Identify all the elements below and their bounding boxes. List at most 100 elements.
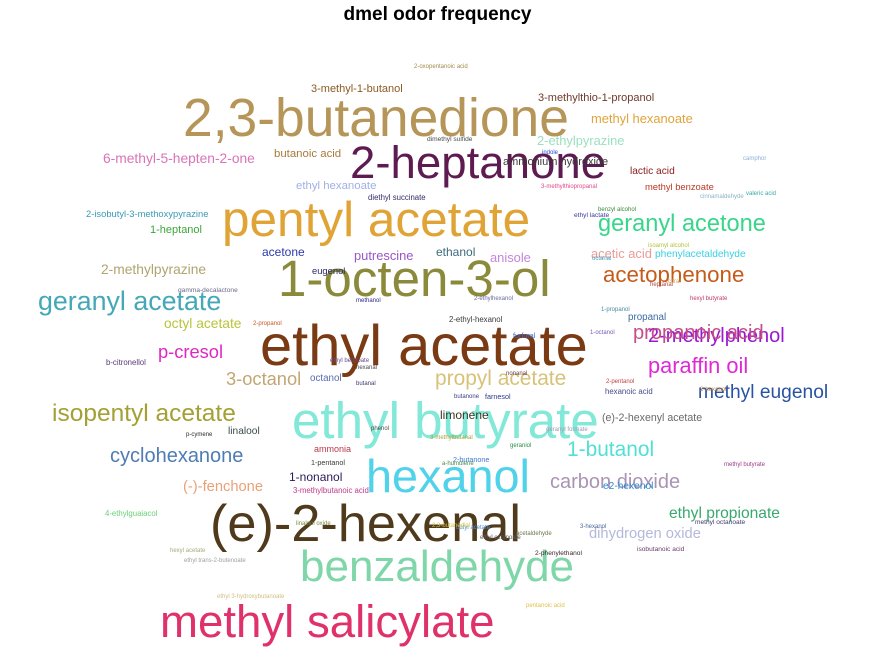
word-geranyl-acetate: geranyl acetate: [38, 286, 222, 316]
word-ammonia: ammonia: [314, 444, 352, 454]
word-putrescine: putrescine: [354, 248, 414, 263]
word-valeric-acid: valeric acid: [746, 191, 777, 197]
word-geranyl-acetone: geranyl acetone: [598, 211, 766, 237]
word-furfural: furfural: [513, 331, 536, 340]
word-acetophenone: acetophenone: [603, 262, 745, 287]
word-ethyl-trans-2-butenoate: ethyl trans-2-butenoate: [184, 558, 246, 564]
word-1-propanol: 1-propanol: [601, 307, 630, 313]
chart-title: dmel odor frequency: [343, 4, 532, 25]
word-2-3-butanediol: 2,3-butanediol: [432, 523, 471, 529]
word-acetone: acetone: [262, 245, 305, 259]
word-benzaldehyde: benzaldehyde: [300, 542, 575, 591]
word-methyl-eugenol: methyl eugenol: [698, 382, 829, 403]
word-hexanoic-acid: hexanoic acid: [605, 387, 653, 396]
word-2-heptanone: 2-heptanone: [350, 137, 607, 188]
word-propanoic-acid: propanoic acid: [633, 322, 764, 344]
word-2-butanone: 2-butanone: [453, 455, 490, 464]
word-2-methylphenol: 2-methylphenol: [648, 325, 785, 347]
word-pentyl-acetate: pentyl acetate: [222, 192, 531, 247]
word-camphor: camphor: [743, 156, 767, 162]
word-phenol: phenol: [371, 426, 390, 432]
word-e-2-hexenyl-acetate: (e)-2-hexenyl acetate: [602, 412, 703, 424]
word-2-oxopentanoic-acid: 2-oxopentanoic acid: [414, 64, 468, 70]
word-2-propanol: 2-propanol: [253, 321, 282, 327]
word-phenylacetaldehyde: phenylacetaldehyde: [655, 249, 746, 260]
word-gamma-decalactone: gamma-decalactone: [178, 287, 238, 294]
word-1-octanol: 1-octanol: [590, 330, 615, 336]
word-p-cresol: p-cresol: [158, 341, 224, 362]
word-methyl-salicylate: methyl salicylate: [160, 596, 495, 648]
word-methanol: methanol: [356, 298, 381, 304]
word-b-citronellol: b-citronellol: [106, 358, 146, 367]
word-geraniol: geraniol: [510, 443, 532, 449]
word-3-methylthio-1-propanol: 3-methylthio-1-propanol: [538, 92, 655, 104]
word-carbon-dioxide: carbon dioxide: [550, 471, 681, 493]
word-cinnamaldehyde: cinnamaldehyde: [700, 194, 744, 200]
word-3-methyl-1-butanol: 3-methyl-1-butanol: [311, 83, 403, 95]
word-acetaldehyde: acetaldehyde: [516, 531, 552, 537]
word-linalool: linalool: [228, 426, 260, 437]
word-methyl-hexanoate: methyl hexanoate: [591, 111, 693, 126]
word-hexanol: hexanol: [366, 450, 530, 502]
word-isopentyl-acetate: isopentyl acetate: [52, 400, 236, 427]
word-isoamyl-alcohol: isoamyl alcohol: [648, 243, 690, 249]
word-4-ethylguaiacol: 4-ethylguaiacol: [105, 509, 158, 518]
word-hexyl-butyrate: hexyl butyrate: [690, 296, 728, 302]
word-acetic-acid: acetic acid: [591, 246, 652, 261]
word-2-3-butanedione: 2,3-butanedione: [183, 89, 569, 148]
word-ethyl-octanoate: ethyl octanoate: [480, 535, 521, 541]
word-ethyl-lactate: ethyl lactate: [574, 212, 610, 219]
word-2-phenylethanol: 2-phenylethanol: [535, 550, 582, 557]
word-anisole: anisole: [490, 250, 531, 265]
word-octyl-acetate: octyl acetate: [164, 316, 242, 331]
word-ethyl-propionate: ethyl propionate: [669, 505, 780, 522]
word-e2-hexenol: e2-hexenol: [603, 481, 654, 492]
word-3-hexanol: 3-hexanol: [580, 524, 607, 530]
word-1-octen-3-ol: 1-octen-3-ol: [278, 250, 551, 307]
word-eugenol: eugenol: [312, 265, 346, 276]
word-1-butanol: 1-butanol: [567, 438, 655, 461]
word-heptanal: heptanal: [650, 282, 674, 288]
word-butanone: butanone: [454, 394, 480, 400]
word-ethanol: ethanol: [436, 245, 476, 259]
word-hexanal: hexanal: [356, 365, 378, 371]
word-isobutanoic-acid: isobutanoic acid: [637, 546, 685, 553]
word-e-2-hexenal: (e)-2-hexenal: [210, 495, 522, 553]
word-linalool-oxide: linalool oxide: [296, 521, 331, 527]
word-3-methylbutanoic-acid: 3-methylbutanoic acid: [293, 486, 369, 495]
word-3-octanol: 3-octanol: [226, 368, 302, 389]
word-methyl-benzoate: methyl benzoate: [645, 181, 714, 192]
word-1-pentanol: 1-pentanol: [311, 458, 345, 467]
word-butyl-acetate: butyl acetate: [456, 525, 491, 531]
word-limonene: limonene: [440, 408, 489, 422]
word-benzyl-alcohol: benzyl alcohol: [598, 207, 637, 213]
word-citral: citral: [668, 279, 681, 285]
word-propanal: propanal: [628, 312, 667, 323]
word-2-isobutyl-3-methoxypyrazine: 2-isobutyl-3-methoxypyrazine: [86, 208, 209, 219]
word-dihydrogen-oxide: dihydrogen oxide: [589, 526, 701, 542]
word-octanol: octanol: [310, 373, 342, 384]
word-6-methyl-5-hepten-2-one: 6-methyl-5-hepten-2-one: [103, 151, 255, 166]
word-ethyl-hexanoate: ethyl hexanoate: [296, 180, 377, 192]
word-lactic-acid: lactic acid: [630, 166, 675, 177]
word-2-methylpyrazine: 2-methylpyrazine: [101, 262, 207, 277]
word-ethyl-benzoate: ethyl benzoate: [330, 358, 370, 364]
word-1-nonanol: 1-nonanol: [289, 470, 343, 484]
word-ethyl-butyrate: ethyl butyrate: [292, 392, 599, 449]
word-paraffin-oil: paraffin oil: [648, 353, 749, 378]
word-ethyl-acetate: ethyl acetate: [260, 314, 588, 378]
word-cyclohexanone: cyclohexanone: [110, 445, 244, 467]
word-nonanal: nonanal: [506, 371, 528, 377]
word-2-ethylhexanol: 2-ethylhexanol: [474, 296, 514, 302]
word-methyl-octanoate: methyl octanoate: [695, 519, 746, 526]
word-ammonium-hydroxide: ammonium hydroxide: [503, 156, 609, 168]
word-geranyl-formate: geranyl formate: [546, 427, 588, 433]
word-farnesol: farnesol: [485, 392, 511, 401]
word-a-humulene: a-humulene: [442, 461, 474, 467]
word-2-hexanol: 2-hexanol: [700, 387, 727, 393]
word-octanal: octanal: [592, 256, 612, 262]
word-butanal: butanal: [356, 381, 376, 387]
word-3-methylthiopropanal: 3-methylthiopropanal: [541, 184, 598, 190]
word-1-heptanol: 1-heptanol: [150, 224, 202, 236]
